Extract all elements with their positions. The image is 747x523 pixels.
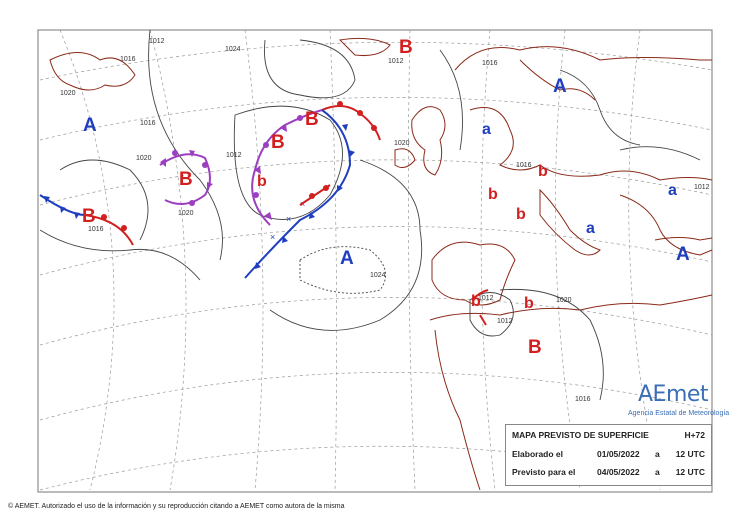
pressure-center-low: B xyxy=(528,337,542,358)
isobar-label: 1016 xyxy=(140,120,156,127)
isobar-label: 1012 xyxy=(388,58,404,65)
isobar-label: 1020 xyxy=(556,297,572,304)
pressure-center-low: B xyxy=(305,109,319,130)
pressure-center-low: B xyxy=(399,37,413,58)
pressure-center-high: A xyxy=(340,248,354,269)
svg-text:×: × xyxy=(286,214,291,224)
isobar-label: 1020 xyxy=(60,90,76,97)
isobar-label: 1012 xyxy=(478,295,494,302)
isobar-label: 1016 xyxy=(575,396,591,403)
pressure-center-low: B xyxy=(82,206,96,227)
made-label: Elaborado el xyxy=(512,449,564,459)
graticule xyxy=(39,29,713,491)
isobar-label: 1016 xyxy=(516,162,532,169)
made-date: 01/05/2022 xyxy=(597,449,640,459)
isobar-label: 1012 xyxy=(694,184,710,191)
warm-front-secondary xyxy=(299,184,331,206)
valid-date: 04/05/2022 xyxy=(597,467,640,477)
pressure-center-high-secondary: a xyxy=(668,182,677,199)
cold-front-central: × × × xyxy=(244,109,355,279)
pressure-center-high-secondary: a xyxy=(586,220,595,237)
pressure-center-high: A xyxy=(83,115,97,136)
isobar-label: 1012 xyxy=(497,318,513,325)
occluded-front-west xyxy=(159,150,213,206)
warm-front-central xyxy=(321,101,381,141)
isobar-label: 1012 xyxy=(226,152,242,159)
isobar-label: 1012 xyxy=(149,38,165,45)
made-sep: a xyxy=(655,449,660,459)
pressure-center-low-secondary: b xyxy=(524,295,534,312)
cold-front-west xyxy=(39,194,86,219)
forecast-lead: H+72 xyxy=(684,430,705,440)
pressure-center-low-secondary: b xyxy=(488,186,498,203)
isobar-label: 1016 xyxy=(120,56,136,63)
copyright-footer: © AEMET. Autorizado el uso de la informa… xyxy=(8,503,345,510)
warm-front-west xyxy=(84,214,134,246)
pressure-center-low: B xyxy=(179,169,193,190)
isobar-label: 1016 xyxy=(88,226,104,233)
pressure-center-high: A xyxy=(553,76,567,97)
pressure-center-low-secondary: b xyxy=(257,173,267,190)
isobar-label: 1020 xyxy=(136,155,152,162)
isobar-label: 1024 xyxy=(225,46,241,53)
made-time: 12 UTC xyxy=(675,449,705,459)
isobar-label: 1016 xyxy=(482,60,498,67)
map-title: MAPA PREVISTO DE SUPERFICIE xyxy=(512,430,649,440)
map-frame xyxy=(37,29,713,493)
occluded-front-central xyxy=(251,109,323,226)
forecast-info-box: MAPA PREVISTO DE SUPERFICIE H+72 Elabora… xyxy=(505,424,712,486)
isobar-label: 1020 xyxy=(394,140,410,147)
isobars xyxy=(39,29,701,401)
pressure-center-low-secondary: b xyxy=(516,206,526,223)
isobar-label: 1024 xyxy=(370,272,386,279)
pressure-center-low-secondary: b xyxy=(538,163,548,180)
pressure-center-low-secondary: b xyxy=(471,293,481,310)
isobar-label: 1020 xyxy=(178,210,194,217)
svg-text:×: × xyxy=(270,232,275,242)
pressure-center-high-secondary: a xyxy=(482,121,491,138)
valid-time: 12 UTC xyxy=(675,467,705,477)
pressure-center-low: B xyxy=(271,132,285,153)
pressure-center-high: A xyxy=(676,244,690,265)
aemet-logo: AEmet xyxy=(638,382,709,407)
coastlines xyxy=(49,37,713,491)
valid-label: Previsto para el xyxy=(512,467,576,477)
valid-sep: a xyxy=(655,467,660,477)
aemet-logo-subtitle: Agencia Estatal de Meteorología xyxy=(628,410,730,417)
front-iberia xyxy=(471,289,489,326)
